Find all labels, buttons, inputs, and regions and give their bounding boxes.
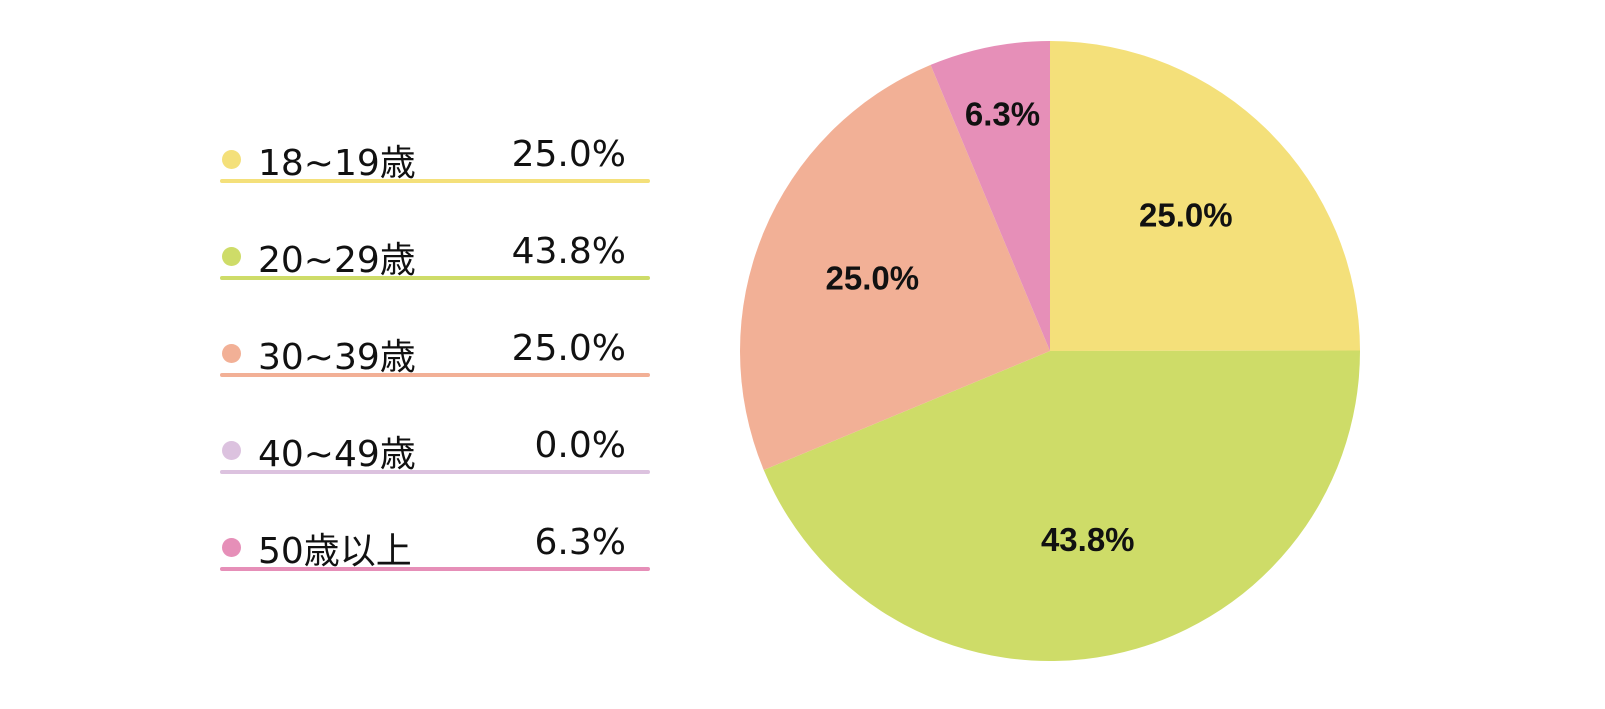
legend-value: 0.0% xyxy=(534,425,626,466)
legend-label: 18~19歳 xyxy=(258,143,416,184)
legend-underline xyxy=(220,179,650,183)
legend-swatch xyxy=(222,150,241,169)
legend-swatch xyxy=(222,344,241,363)
legend-value: 25.0% xyxy=(511,134,626,175)
legend-value: 25.0% xyxy=(511,328,626,369)
legend-item: 20~29歳 43.8% xyxy=(220,225,650,322)
pie-slice xyxy=(763,350,1360,661)
legend-underline xyxy=(220,567,650,571)
legend-label: 20~29歳 xyxy=(258,240,416,281)
legend-underline xyxy=(220,373,650,377)
legend-underline xyxy=(220,276,650,280)
slice-data-label: 25.0% xyxy=(825,259,919,296)
legend: 18~19歳 25.0% 20~29歳 43.8% 30~39歳 25.0% 40~49歳 0… xyxy=(220,128,650,613)
legend-value: 43.8% xyxy=(511,231,626,272)
legend-value: 6.3% xyxy=(534,522,626,563)
pie-slice xyxy=(930,41,1050,351)
legend-label: 30~39歳 xyxy=(258,337,416,378)
legend-item: 18~19歳 25.0% xyxy=(220,128,650,225)
pie-slice xyxy=(740,64,1050,470)
legend-swatch xyxy=(222,538,241,557)
slice-data-label: 25.0% xyxy=(1139,196,1233,233)
slice-data-label: 6.3% xyxy=(965,95,1040,132)
legend-item: 50歳以上 6.3% xyxy=(220,516,650,613)
slice-data-label: 43.8% xyxy=(1041,521,1135,558)
pie-slice xyxy=(1050,41,1360,351)
legend-label: 40~49歳 xyxy=(258,434,416,475)
legend-item: 30~39歳 25.0% xyxy=(220,322,650,419)
legend-underline xyxy=(220,470,650,474)
legend-swatch xyxy=(222,247,241,266)
legend-swatch xyxy=(222,441,241,460)
legend-label: 50歳以上 xyxy=(258,531,412,572)
legend-item: 40~49歳 0.0% xyxy=(220,419,650,516)
